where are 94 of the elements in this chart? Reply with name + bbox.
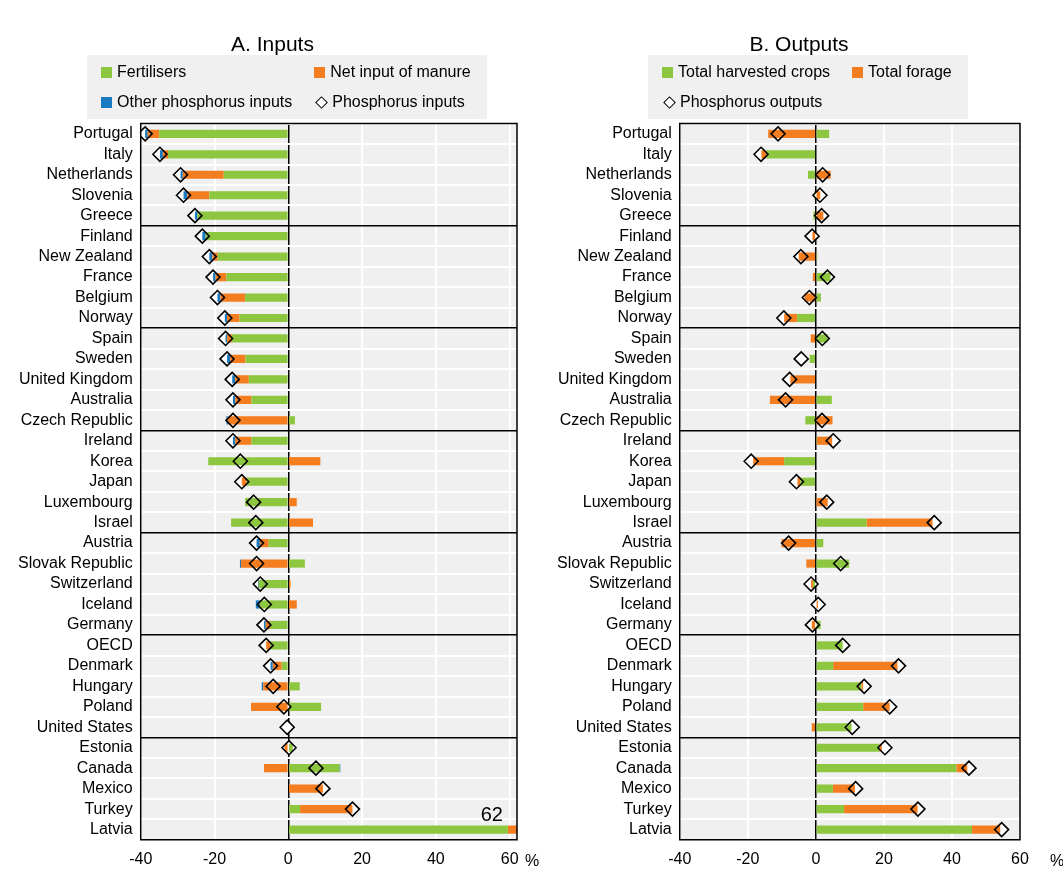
y-tick-label: United States xyxy=(36,717,133,735)
y-tick-label: Austria xyxy=(82,533,133,551)
y-tick-label: Israel xyxy=(632,513,672,531)
y-tick-label: Portugal xyxy=(612,124,672,142)
y-tick-label: France xyxy=(82,267,133,285)
y-tick-label: Turkey xyxy=(84,799,133,817)
y-tick-label: Finland xyxy=(619,226,672,244)
y-tick-label: Mexico xyxy=(82,779,133,797)
y-tick-label: Greece xyxy=(80,206,133,224)
y-tick-label: Iceland xyxy=(620,594,672,612)
y-tick-label: Luxembourg xyxy=(43,492,133,510)
x-tick-label: -40 xyxy=(129,849,153,867)
y-tick-label: Canada xyxy=(76,758,133,776)
legend-label: Fertilisers xyxy=(117,62,187,82)
x-tick-label: 40 xyxy=(943,849,961,867)
y-tick-label: Korea xyxy=(629,451,672,469)
y-tick-label: Israel xyxy=(93,513,133,531)
y-tick-label: Germany xyxy=(605,615,672,633)
y-tick-label: Belgium xyxy=(613,287,672,305)
y-tick-label: OECD xyxy=(625,635,672,653)
y-tick-label: Ireland xyxy=(83,431,133,449)
x-tick-label: -20 xyxy=(202,849,227,867)
y-tick-label: Sweden xyxy=(613,349,672,367)
y-tick-label: Italy xyxy=(642,144,672,162)
x-tick-label: 0 xyxy=(811,849,821,867)
y-tick-label: Turkey xyxy=(623,799,672,817)
annotation: 62 xyxy=(480,802,503,825)
y-tick-label: Austria xyxy=(621,533,672,551)
x-tick-label: 60 xyxy=(1011,849,1029,867)
y-tick-label: New Zealand xyxy=(577,247,672,265)
y-tick-label: Estonia xyxy=(79,738,133,756)
y-tick-label: Germany xyxy=(66,615,133,633)
y-tick-label: Czech Republic xyxy=(20,410,133,428)
y-tick-label: Sweden xyxy=(74,349,133,367)
legend-label: Phosphorus outputs xyxy=(680,92,823,112)
y-tick-label: Canada xyxy=(615,758,672,776)
y-tick-label: Switzerland xyxy=(589,574,672,592)
y-tick-label: Hungary xyxy=(611,676,672,694)
y-tick-label: United States xyxy=(575,717,672,735)
y-tick-label: Australia xyxy=(70,390,133,408)
legend-label: Total forage xyxy=(868,62,952,82)
y-tick-label: Korea xyxy=(90,451,133,469)
y-tick-label: Norway xyxy=(78,308,133,326)
y-tick-label: Slovenia xyxy=(71,185,133,203)
legend-label: Total harvested crops xyxy=(678,62,831,82)
y-tick-label: Denmark xyxy=(67,656,134,674)
chart-title: A. Inputs xyxy=(230,31,315,57)
chart-title: B. Outputs xyxy=(748,31,850,57)
y-tick-label: United Kingdom xyxy=(557,369,672,387)
y-tick-label: Latvia xyxy=(90,819,133,837)
y-tick-label: Greece xyxy=(619,206,672,224)
y-tick-label: Slovak Republic xyxy=(556,553,672,571)
y-tick-label: Netherlands xyxy=(46,165,133,183)
y-tick-label: Belgium xyxy=(74,287,133,305)
x-tick-label: 20 xyxy=(874,849,893,867)
y-tick-label: Japan xyxy=(628,472,672,490)
y-tick-label: Poland xyxy=(82,697,133,715)
x-tick-label: -20 xyxy=(736,849,760,867)
y-tick-label: Italy xyxy=(103,144,133,162)
x-axis-title: % xyxy=(1050,852,1063,870)
legend-label: Phosphorus inputs xyxy=(332,92,465,112)
y-tick-label: Luxembourg xyxy=(582,492,672,510)
y-tick-label: Japan xyxy=(89,472,133,490)
y-tick-label: Slovak Republic xyxy=(17,553,133,571)
y-tick-label: Hungary xyxy=(72,676,133,694)
y-tick-label: Latvia xyxy=(629,819,672,837)
y-tick-label: Portugal xyxy=(73,124,133,142)
y-tick-label: Poland xyxy=(621,697,672,715)
x-tick-label: 20 xyxy=(353,849,372,867)
y-tick-label: United Kingdom xyxy=(18,369,133,387)
y-tick-label: Finland xyxy=(80,226,133,244)
y-tick-label: Australia xyxy=(609,390,672,408)
x-tick-label: 60 xyxy=(500,849,519,867)
y-tick-label: OECD xyxy=(86,635,133,653)
y-tick-label: Czech Republic xyxy=(559,410,672,428)
y-tick-label: Slovenia xyxy=(610,185,672,203)
y-tick-label: Estonia xyxy=(618,738,672,756)
y-tick-label: Denmark xyxy=(606,656,673,674)
y-tick-label: Spain xyxy=(91,328,133,346)
x-tick-label: 40 xyxy=(426,849,445,867)
x-tick-label: 0 xyxy=(283,849,293,867)
x-axis-title: % xyxy=(525,852,540,870)
x-tick-label: -40 xyxy=(668,849,692,867)
y-tick-label: Switzerland xyxy=(50,574,133,592)
y-tick-label: Iceland xyxy=(81,594,133,612)
y-tick-label: Mexico xyxy=(621,779,672,797)
y-tick-label: Norway xyxy=(617,308,672,326)
y-tick-label: Spain xyxy=(630,328,672,346)
legend-label: Other phosphorus inputs xyxy=(117,92,293,112)
y-tick-label: New Zealand xyxy=(38,247,133,265)
y-tick-label: Ireland xyxy=(622,431,672,449)
y-tick-label: France xyxy=(621,267,672,285)
y-tick-label: Netherlands xyxy=(585,165,672,183)
legend-label: Net input of manure xyxy=(330,62,471,82)
